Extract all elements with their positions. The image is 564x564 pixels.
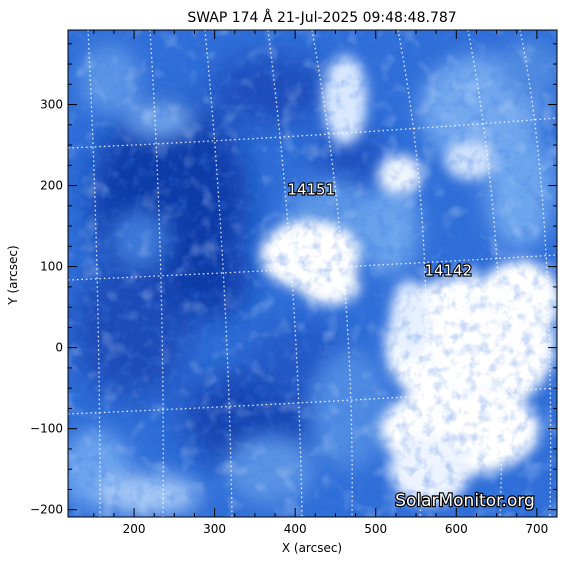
- y-axis-label: Y (arcsec): [6, 245, 20, 305]
- texture-sparkle: [68, 30, 557, 517]
- active-region-label: 14142: [424, 262, 472, 280]
- y-axis-ticks: [68, 43, 557, 511]
- plot-title: SWAP 174 Å 21-Jul-2025 09:48:48.787: [187, 9, 456, 26]
- grid-latitude-line: [68, 254, 557, 281]
- x-tick-label: 600: [445, 522, 468, 536]
- y-tick-label: 0: [55, 341, 63, 355]
- grid-longitude-line: [311, 30, 353, 517]
- x-tick-label: 500: [364, 522, 387, 536]
- x-tick-label: 700: [525, 522, 548, 536]
- x-axis-label: X (arcsec): [282, 541, 342, 555]
- euv-solar-image: [68, 30, 557, 517]
- y-tick-label: 100: [40, 260, 63, 274]
- x-tick-label: 300: [203, 522, 226, 536]
- y-tick-label: 200: [40, 179, 63, 193]
- active-region-label: 14151: [287, 181, 335, 199]
- y-tick-label: −100: [30, 422, 63, 436]
- x-tick-label: 200: [123, 522, 146, 536]
- grid-latitude-line: [68, 387, 557, 415]
- plot-frame: [67, 29, 558, 518]
- x-tick-label: 400: [284, 522, 307, 536]
- y-tick-label: 300: [40, 98, 63, 112]
- coordinate-grid: [68, 30, 557, 517]
- grid-longitude-line: [519, 30, 552, 517]
- grid-latitude-line: [68, 117, 557, 149]
- solarmonitor-watermark: SolarMonitor.org: [395, 491, 535, 511]
- active-region-labels: 14151 14142: [286, 180, 473, 281]
- x-axis-tick-labels: 200 300 400 500 600 700: [123, 522, 549, 536]
- y-tick-label: −200: [30, 503, 63, 517]
- grid-longitude-line: [87, 30, 101, 517]
- y-axis-tick-labels: 300 200 100 0 −100 −200: [30, 98, 63, 517]
- grid-longitude-line: [149, 30, 164, 517]
- x-axis-ticks: [93, 30, 558, 517]
